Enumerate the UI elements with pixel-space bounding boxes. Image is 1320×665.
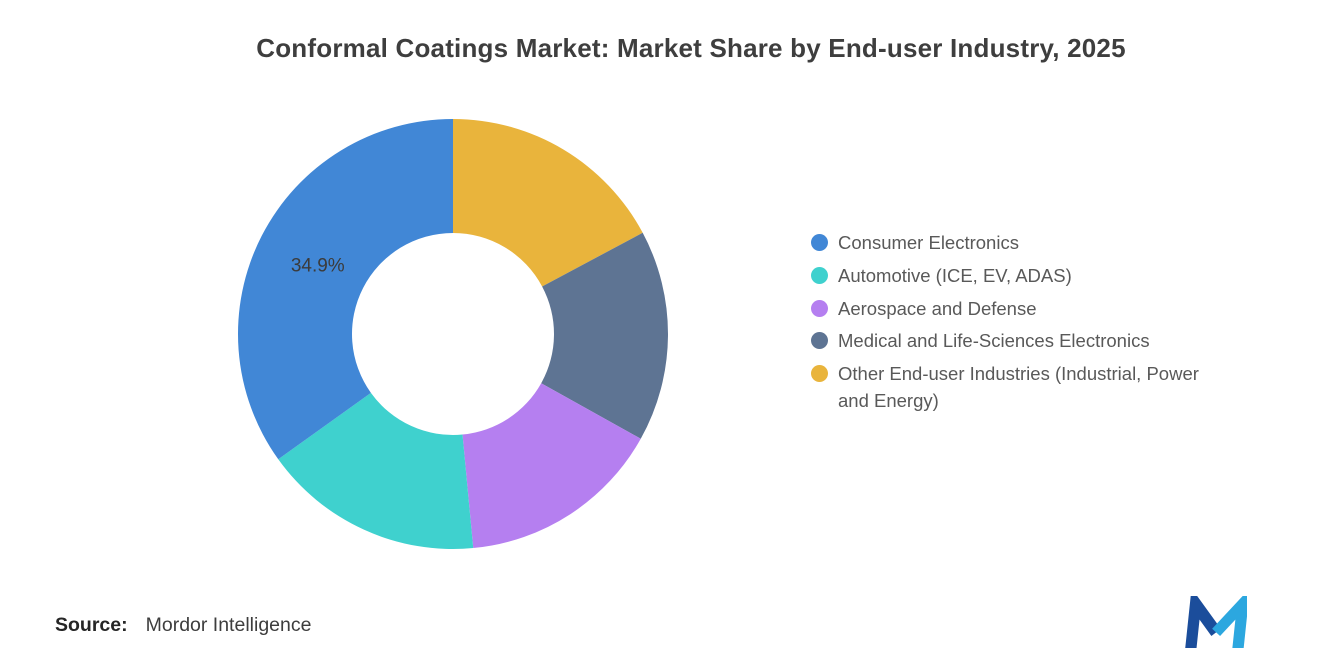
chart-title: Conformal Coatings Market: Market Share …	[256, 33, 1126, 63]
legend-swatch-icon	[811, 299, 828, 317]
logo-left-stroke	[1185, 596, 1221, 649]
legend-label: Aerospace and Defense	[838, 297, 1037, 319]
legend-item-aerospace-and-defense[interactable]: Aerospace and Defense	[811, 296, 1209, 323]
pie-segment-automotive-ice-ev-adas[interactable]	[278, 392, 474, 550]
legend-swatch-icon	[811, 234, 828, 251]
legend-label: Consumer Electronics	[838, 232, 1019, 253]
legend-label: Other End-user Industries (Industrial, P…	[838, 363, 1199, 412]
legend-label: Medical and Life-Sciences Electronics	[838, 330, 1150, 352]
pie-data-label: 34.9%	[291, 256, 345, 277]
pie-segment-other-end-user-industries-industrial-power-and-energy[interactable]	[453, 119, 643, 287]
legend-label: Automotive (ICE, EV, ADAS)	[838, 264, 1072, 286]
legend-item-automotive-ice-ev-adas[interactable]: Automotive (ICE, EV, ADAS)	[811, 263, 1209, 290]
logo-right-stroke	[1212, 596, 1247, 649]
source-value: Mordor Intelligence	[145, 614, 312, 636]
legend-item-medical-and-life-sciences-electronics[interactable]: Medical and Life-Sciences Electronics	[811, 328, 1209, 355]
pie-segment-medical-and-life-sciences-electronics[interactable]	[541, 232, 668, 439]
source-line: Source: Mordor Intelligence	[55, 614, 311, 637]
pie-segment-consumer-electronics[interactable]	[237, 119, 453, 460]
legend-swatch-icon	[811, 332, 828, 350]
pie-segment-aerospace-and-defense[interactable]	[462, 383, 641, 549]
legend-item-consumer-electronics[interactable]: Consumer Electronics	[811, 230, 1209, 257]
mordor-intelligence-logo	[1185, 596, 1247, 649]
donut-chart: 34.9%	[237, 119, 668, 550]
legend-swatch-icon	[811, 266, 828, 284]
legend-swatch-icon	[811, 365, 828, 383]
chart-legend: Consumer Electronics Automotive (ICE, EV,…	[811, 230, 1209, 415]
source-label: Source:	[55, 614, 128, 636]
legend-item-other-end-user-industries-industrial-power-and-energy[interactable]: Other End-user Industries (Industrial, P…	[811, 361, 1209, 415]
